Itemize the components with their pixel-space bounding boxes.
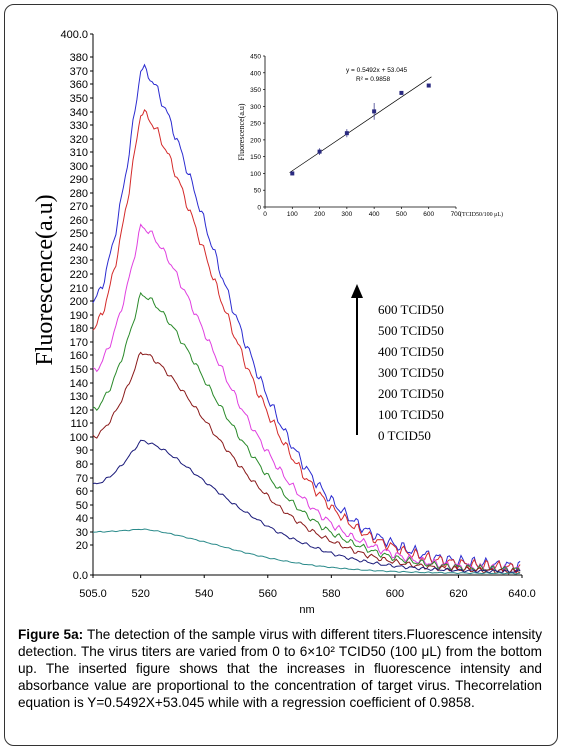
titer-arrow-head: [351, 284, 363, 298]
y-tick-label: 250: [70, 228, 88, 240]
y-tick-label: 320: [70, 134, 88, 146]
y-tick-label: 120: [70, 405, 88, 417]
figure-frame: [4, 4, 558, 746]
inset-y-tick-label: 400: [250, 70, 261, 77]
y-tick-label: 290: [70, 174, 88, 186]
y-tick-label: 190: [70, 310, 88, 322]
y-tick-label: 280: [70, 188, 88, 200]
inset-x-tick-label: 100: [287, 211, 298, 218]
x-tick-label: 620: [449, 588, 467, 600]
inset-x-tick-label: 0: [263, 211, 267, 218]
y-tick-label: 150: [70, 364, 88, 376]
legend-item: 200 TCID50: [378, 386, 444, 401]
figure-caption: Figure 5a: The detection of the sample v…: [18, 626, 542, 711]
spectrum-series-line: [92, 291, 521, 574]
caption-label: Figure 5a:: [18, 627, 84, 642]
inset-data-point: [426, 83, 431, 88]
y-tick-label: 160: [70, 350, 88, 362]
inset-x-tick-label: 400: [369, 211, 380, 218]
inset-y-tick-label: 200: [250, 137, 261, 144]
y-tick-label: 60: [76, 486, 88, 498]
y-tick-label: 220: [70, 269, 88, 281]
y-tick-label: 30: [76, 527, 88, 539]
y-tick-label: 300: [70, 161, 88, 173]
x-tick-label: 520: [131, 588, 149, 600]
spectrum-series-line: [92, 351, 521, 575]
inset-y-tick-label: 50: [254, 188, 262, 195]
x-tick-label: 600: [386, 588, 404, 600]
legend-item: 500 TCID50: [378, 323, 444, 338]
y-tick-label: 0.0: [73, 570, 88, 582]
y-tick-label: 170: [70, 337, 88, 349]
legend-item: 0 TCID50: [378, 428, 431, 443]
inset-data-point: [399, 90, 404, 95]
y-tick-label: 100: [70, 432, 88, 444]
y-tick-label: 130: [70, 391, 88, 403]
y-tick-label: 20: [76, 540, 88, 552]
inset-y-tick-label: 150: [250, 154, 261, 161]
inset-y-axis-title: Fluorescence(a.u): [237, 103, 246, 160]
y-tick-label: 360: [70, 79, 88, 91]
inset-fit-line: [289, 76, 432, 173]
y-tick-label: 180: [70, 323, 88, 335]
x-axis-title: nm: [299, 604, 314, 616]
y-tick-label: 140: [70, 378, 88, 390]
inset-x-tick-label: 300: [341, 211, 352, 218]
inset-x-tick-label: 700: [451, 211, 462, 218]
y-tick-label: 340: [70, 107, 88, 119]
spectrum-series-line: [92, 528, 521, 575]
caption-text: The detection of the sample virus with d…: [18, 627, 542, 710]
y-tick-label: 110: [70, 418, 88, 430]
spectrum-series-line: [92, 439, 521, 574]
spectrum-series-line: [92, 63, 521, 574]
inset-data-point: [290, 171, 295, 176]
x-tick-label: 505.0: [79, 588, 107, 600]
y-tick-label: 90: [76, 445, 88, 457]
legend-item: 400 TCID50: [378, 344, 444, 359]
y-tick-label: 40: [76, 513, 88, 525]
inset-y-tick-label: 100: [250, 171, 261, 178]
inset-x-axis-title: (TCID50/100 μL): [460, 211, 503, 218]
y-tick-label: 350: [70, 93, 88, 105]
y-tick-label: 330: [70, 120, 88, 132]
y-tick-label: 200: [70, 296, 88, 308]
x-tick-label: 560: [259, 588, 277, 600]
main-chart: 0.02030405060708090100110120130140150160…: [32, 29, 536, 616]
spectrum-series-line: [92, 223, 521, 574]
spectrum-series-line: [92, 109, 521, 574]
y-tick-label: 380: [70, 52, 88, 64]
inset-y-tick-label: 450: [250, 54, 261, 61]
inset-data-point: [372, 109, 377, 114]
y-tick-label: 240: [70, 242, 88, 254]
inset-data-point: [344, 131, 349, 136]
inset-y-tick-label: 0: [257, 205, 261, 212]
y-tick-label: 370: [70, 66, 88, 78]
y-tick-label: 400.0: [60, 29, 88, 41]
inset-equation: y = 0.5492x + 53.045: [346, 67, 407, 74]
x-tick-label: 580: [322, 588, 340, 600]
y-tick-label: 310: [70, 147, 88, 159]
x-tick-label: 640.0: [508, 588, 536, 600]
y-tick-label: 70: [76, 473, 88, 485]
inset-x-tick-label: 500: [396, 211, 407, 218]
inset-y-tick-label: 300: [250, 104, 261, 111]
inset-x-tick-label: 600: [423, 211, 434, 218]
x-tick-label: 540: [195, 588, 213, 600]
inset-r-squared: R² = 0.9858: [356, 76, 391, 83]
y-axis-title: Fluorescence(a.u): [32, 194, 58, 365]
y-tick-label: 80: [76, 459, 88, 471]
legend-item: 600 TCID50: [378, 302, 444, 317]
y-tick-label: 50: [76, 500, 88, 512]
y-tick-label: 260: [70, 215, 88, 227]
y-tick-label: 270: [70, 201, 88, 213]
inset-x-tick-label: 200: [314, 211, 325, 218]
legend-item: 300 TCID50: [378, 365, 444, 380]
y-tick-label: 230: [70, 255, 88, 267]
legend-item: 100 TCID50: [378, 407, 444, 422]
inset-data-point: [317, 149, 322, 154]
inset-y-tick-label: 350: [250, 87, 261, 94]
y-tick-label: 210: [70, 283, 88, 295]
inset-y-tick-label: 250: [250, 121, 261, 128]
